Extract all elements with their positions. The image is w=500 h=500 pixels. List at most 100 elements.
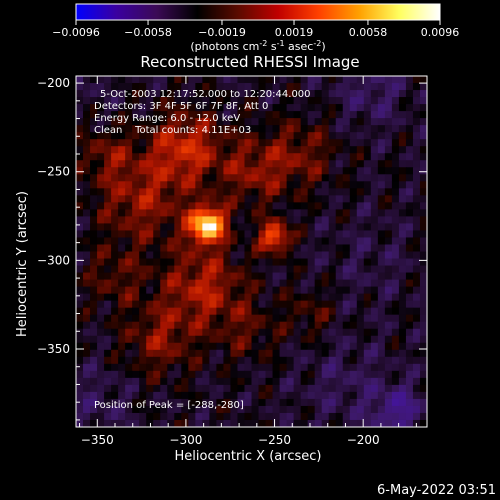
- heatmap-cell: [118, 167, 126, 175]
- heatmap-cell: [279, 83, 287, 91]
- heatmap-cell: [300, 349, 309, 358]
- heatmap-cell: [97, 153, 105, 161]
- heatmap-cell: [279, 335, 287, 344]
- heatmap-cell: [153, 153, 161, 161]
- heatmap-cell: [139, 328, 147, 337]
- heatmap-cell: [230, 90, 238, 98]
- heatmap-cell: [258, 391, 266, 400]
- heatmap-cell: [419, 104, 428, 112]
- heatmap-cell: [342, 314, 351, 323]
- heatmap-cell: [398, 342, 407, 351]
- heatmap-cell: [398, 391, 407, 400]
- heatmap-cell: [153, 293, 161, 302]
- heatmap-cell: [328, 377, 337, 386]
- heatmap-cell: [83, 314, 91, 323]
- heatmap-cell: [118, 118, 126, 126]
- heatmap-cell: [146, 279, 154, 287]
- heatmap-cell: [398, 146, 407, 154]
- heatmap-cell: [216, 370, 224, 379]
- heatmap-cell: [181, 97, 189, 105]
- heatmap-cell: [160, 321, 168, 330]
- heatmap-cell: [335, 251, 344, 259]
- heatmap-cell: [321, 314, 330, 323]
- heatmap-cell: [216, 412, 224, 421]
- heatmap-cell: [328, 174, 337, 182]
- heatmap-cell: [419, 160, 428, 168]
- heatmap-cell: [216, 125, 224, 133]
- heatmap-cell: [237, 398, 245, 407]
- heatmap-cell: [209, 230, 217, 238]
- heatmap-cell: [251, 167, 259, 175]
- heatmap-cell: [265, 307, 273, 316]
- heatmap-cell: [314, 342, 323, 351]
- heatmap-cell: [356, 237, 365, 245]
- heatmap-cell: [377, 314, 386, 323]
- heatmap-cell: [342, 412, 351, 421]
- heatmap-cell: [279, 223, 287, 231]
- heatmap-cell: [223, 160, 231, 168]
- heatmap-cell: [202, 251, 210, 259]
- observation-info: 5-Oct-2003 12:17:52.000 to 12:20:44.000 …: [94, 89, 311, 136]
- heatmap-cell: [279, 90, 287, 98]
- heatmap-cell: [349, 195, 358, 203]
- heatmap-cell: [314, 111, 323, 119]
- heatmap-cell: [300, 279, 309, 287]
- heatmap-cell: [153, 321, 161, 330]
- heatmap-cell: [153, 167, 161, 175]
- heatmap-cell: [251, 132, 259, 140]
- heatmap-cell: [293, 97, 302, 105]
- heatmap-cell: [251, 181, 259, 189]
- heatmap-cell: [328, 412, 337, 421]
- heatmap-cell: [195, 167, 203, 175]
- heatmap-cell: [307, 188, 316, 196]
- heatmap-cell: [335, 314, 344, 323]
- heatmap-cell: [251, 230, 259, 238]
- heatmap-cell: [90, 251, 98, 259]
- heatmap-cell: [251, 83, 259, 91]
- heatmap-cell: [76, 328, 84, 337]
- heatmap-cell: [195, 391, 203, 400]
- heatmap-cell: [153, 97, 161, 105]
- heatmap-cell: [76, 237, 84, 245]
- heatmap-cell: [202, 293, 210, 302]
- heatmap-cell: [314, 307, 323, 316]
- heatmap-cell: [188, 377, 196, 386]
- heatmap-cell: [419, 363, 428, 372]
- heatmap-cell: [363, 391, 372, 400]
- heatmap-cell: [237, 118, 245, 126]
- heatmap-cell: [293, 370, 302, 379]
- heatmap-cell: [300, 153, 309, 161]
- heatmap-cell: [300, 293, 309, 302]
- heatmap-cell: [314, 209, 323, 217]
- heatmap-cell: [286, 412, 295, 421]
- heatmap-cell: [167, 237, 175, 245]
- heatmap-cell: [230, 349, 238, 358]
- heatmap-cell: [160, 384, 168, 393]
- heatmap-cell: [97, 237, 105, 245]
- heatmap-cell: [83, 370, 91, 379]
- heatmap-cell: [370, 223, 379, 231]
- heatmap-cell: [419, 328, 428, 337]
- heatmap-cell: [202, 370, 210, 379]
- heatmap-cell: [83, 286, 91, 295]
- heatmap-cell: [167, 335, 175, 344]
- heatmap-cell: [419, 370, 428, 379]
- heatmap-cell: [391, 251, 400, 259]
- heatmap-cell: [230, 251, 238, 259]
- heatmap-cell: [405, 370, 414, 379]
- heatmap-cell: [419, 174, 428, 182]
- heatmap-cell: [195, 174, 203, 182]
- heatmap-cell: [286, 279, 295, 287]
- heatmap-cell: [377, 251, 386, 259]
- heatmap-cell: [118, 188, 126, 196]
- heatmap-cell: [167, 216, 175, 224]
- heatmap-cell: [83, 342, 91, 351]
- heatmap-cell: [328, 293, 337, 302]
- heatmap-cell: [412, 349, 421, 358]
- heatmap-cell: [209, 258, 217, 266]
- heatmap-cell: [265, 76, 273, 84]
- heatmap-cell: [167, 195, 175, 203]
- heatmap-cell: [279, 76, 287, 84]
- heatmap-cell: [286, 132, 295, 140]
- heatmap-cell: [307, 272, 316, 280]
